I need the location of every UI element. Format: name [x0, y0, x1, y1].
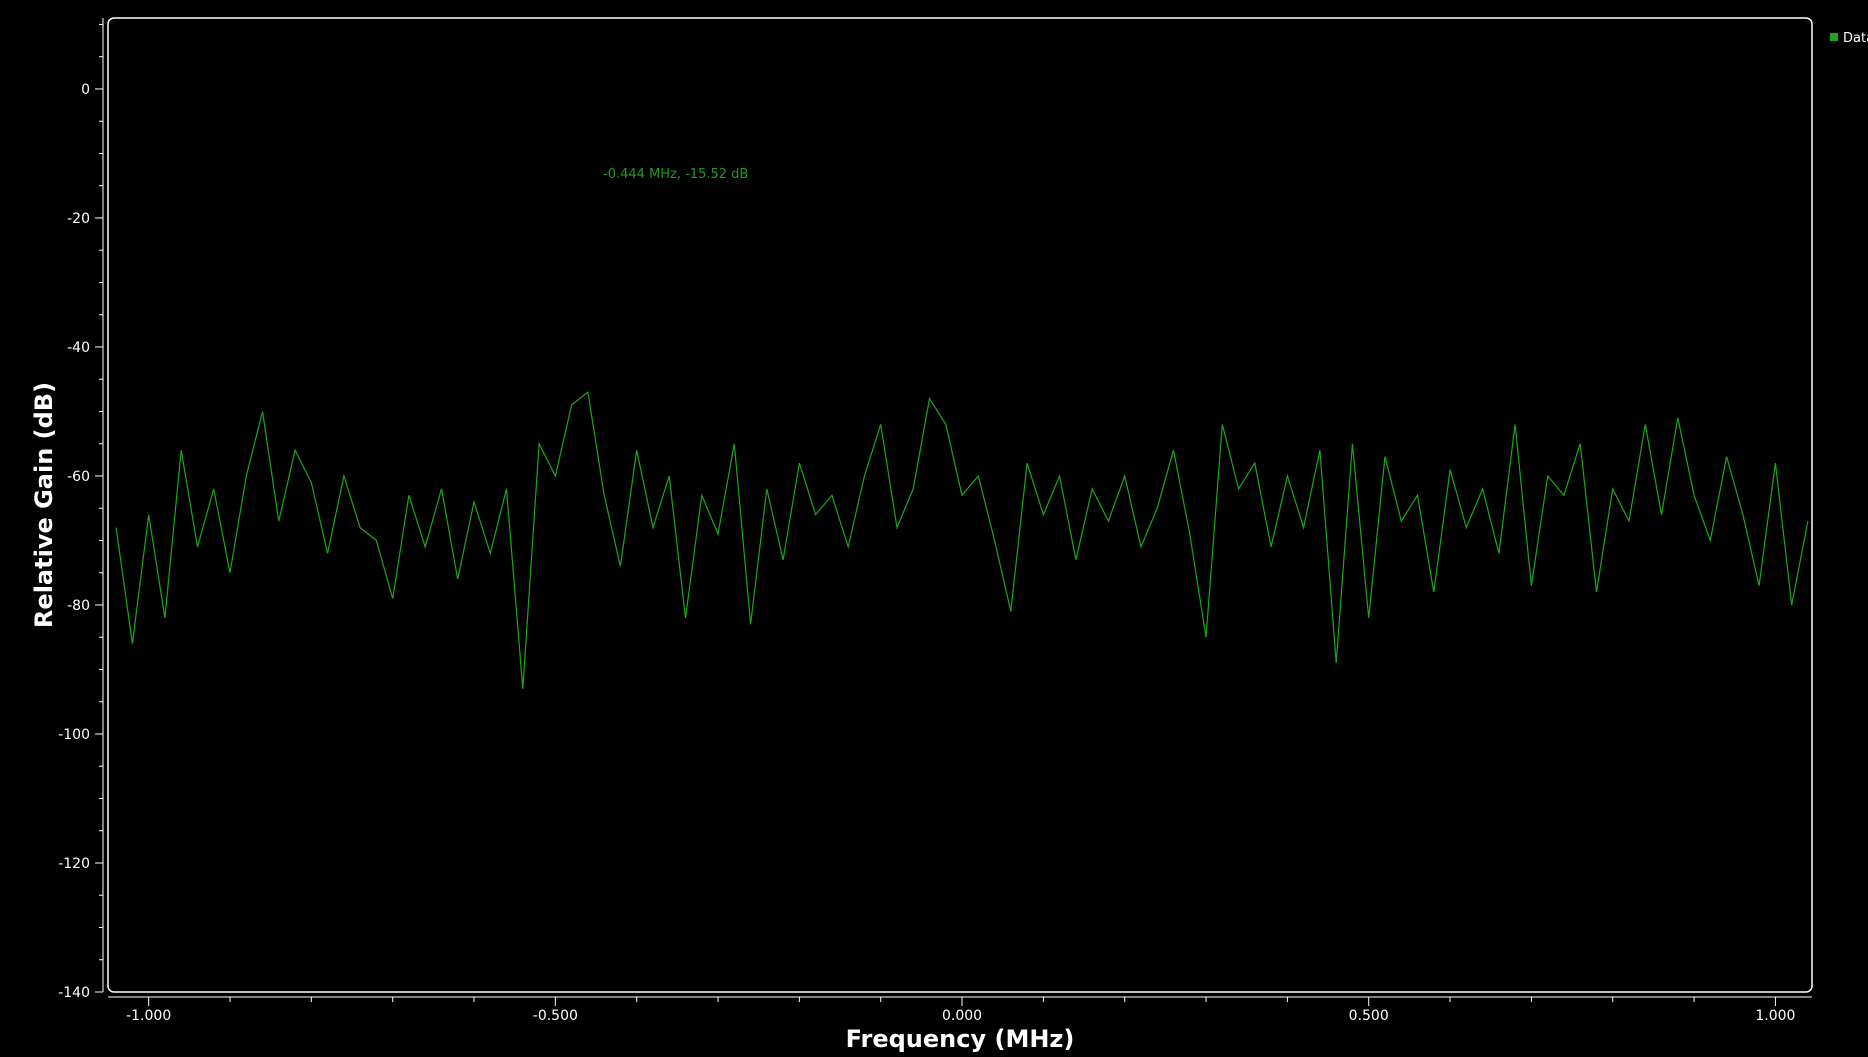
y-tick-label: -80 [67, 598, 90, 614]
legend-entry-data[interactable]: Data [1843, 31, 1868, 46]
x-axis-title: Frequency (MHz) [846, 1025, 1075, 1053]
y-tick-label: -40 [67, 340, 90, 356]
x-tick-label: -1.000 [126, 1008, 171, 1024]
y-tick-label: -140 [58, 985, 90, 1001]
x-tick-label: 1.000 [1755, 1008, 1795, 1024]
y-axis-title: Relative Gain (dB) [30, 382, 58, 628]
y-tick-label: -120 [58, 856, 90, 872]
y-tick-label: -20 [67, 211, 90, 227]
y-tick-label: 0 [81, 82, 90, 98]
y-axis: 0 -20 -40 -60 -80 -100 -120 -140 [58, 18, 104, 1001]
legend-swatch [1830, 33, 1838, 41]
y-tick-label: -60 [67, 469, 90, 485]
x-tick-label: 0.500 [1349, 1008, 1389, 1024]
x-tick-label: 0.000 [942, 1008, 982, 1024]
plot-area-frame[interactable] [107, 17, 1813, 993]
x-axis: -1.000 -0.500 0.000 0.500 1.000 [108, 996, 1812, 1024]
y-tick-label: -100 [58, 727, 90, 743]
marker-readout: -0.444 MHz, -15.52 dB [603, 167, 748, 182]
data-trace [115, 390, 1809, 689]
x-tick-label: -0.500 [533, 1008, 578, 1024]
